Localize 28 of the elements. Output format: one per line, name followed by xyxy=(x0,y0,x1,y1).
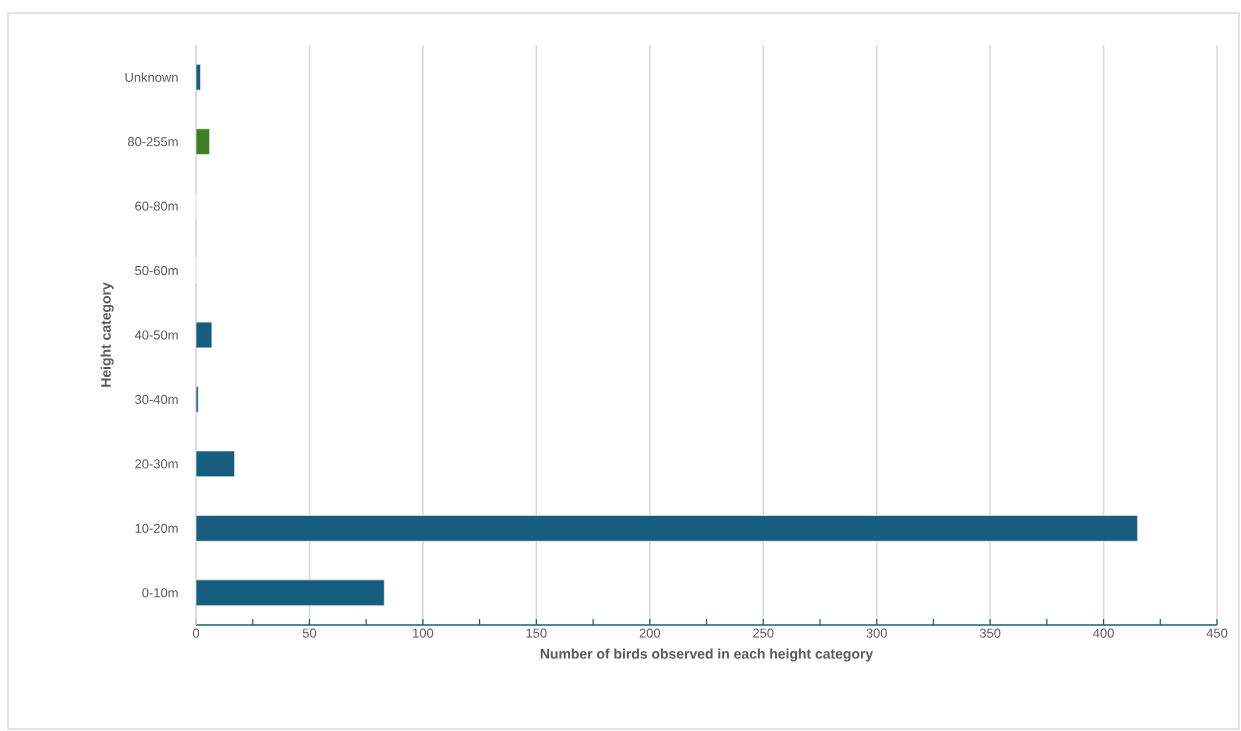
x-axis-title: Number of birds observed in each height category xyxy=(540,648,874,662)
bar xyxy=(195,64,201,91)
y-axis-title: Height category xyxy=(100,282,114,387)
bar xyxy=(195,386,199,413)
y-tick-label: 0-10m xyxy=(142,588,178,598)
bar xyxy=(195,321,213,349)
bar xyxy=(195,515,1138,542)
y-tick-label: 40-50m xyxy=(134,330,178,340)
y-tick-label: 20-30m xyxy=(135,459,178,469)
bar xyxy=(195,450,235,478)
bar xyxy=(195,128,210,155)
x-tick-label: 300 xyxy=(866,628,887,638)
x-tick-label: 350 xyxy=(979,628,1001,638)
x-tick-label: 150 xyxy=(526,628,547,638)
y-tick-label: 80-255m xyxy=(127,137,178,147)
x-tick-label: 0 xyxy=(192,628,200,638)
x-tick-label: 250 xyxy=(753,628,774,638)
x-tick-label: 100 xyxy=(413,628,434,638)
bar xyxy=(195,579,385,606)
y-tick-label: 60-80m xyxy=(135,201,178,211)
y-tick-label: Unknown xyxy=(125,72,178,82)
x-tick-label: 200 xyxy=(639,628,661,638)
x-tick-label: 50 xyxy=(302,628,317,638)
y-tick-label: 10-20m xyxy=(135,523,178,533)
x-tick-label: 400 xyxy=(1093,628,1114,638)
x-tick-label: 450 xyxy=(1206,628,1228,638)
y-tick-label: 30-40m xyxy=(135,394,178,405)
y-tick-label: 50-60m xyxy=(135,265,178,276)
